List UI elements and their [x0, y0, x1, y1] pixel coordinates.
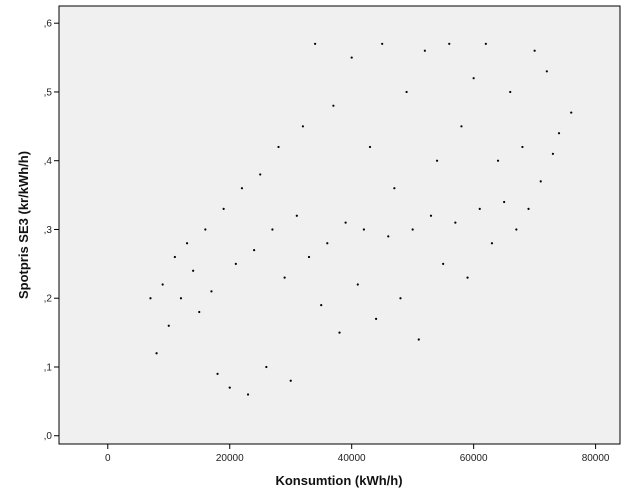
scatter-point: [515, 228, 518, 231]
scatter-point: [192, 269, 195, 272]
scatter-point: [496, 159, 500, 162]
y-axis-ticks: ,0 ,1 ,2 ,3 ,4 ,5 ,6: [44, 19, 59, 442]
scatter-point: [149, 297, 152, 300]
scatter-point: [338, 331, 341, 334]
scatter-point: [466, 276, 469, 279]
y-tick-label: ,1: [44, 362, 53, 373]
scatter-point: [283, 276, 286, 279]
y-tick-label: ,0: [44, 431, 53, 442]
scatter-point: [246, 393, 250, 396]
scatter-point: [381, 42, 384, 45]
scatter-point: [314, 42, 317, 45]
scatter-point: [350, 56, 353, 59]
x-tick-label: 60000: [460, 453, 488, 464]
x-tick-label: 20000: [216, 453, 244, 464]
scatter-point: [521, 145, 524, 149]
scatter-point: [228, 386, 231, 389]
scatter-point: [448, 42, 451, 45]
scatter-point: [472, 77, 475, 80]
scatter-point: [240, 187, 244, 190]
scatter-point: [533, 49, 536, 52]
scatter-point: [539, 180, 542, 183]
x-tick-label: 40000: [338, 453, 366, 464]
scatter-point: [204, 228, 207, 231]
scatter-point: [503, 200, 506, 204]
scatter-point: [222, 207, 225, 210]
scatter-point: [429, 214, 433, 217]
scatter-point: [289, 379, 292, 382]
scatter-point: [393, 187, 396, 190]
scatter-point: [442, 262, 445, 265]
y-tick-label: ,5: [44, 87, 53, 98]
scatter-point: [301, 125, 305, 128]
scatter-point: [557, 132, 561, 135]
scatter-point: [460, 125, 463, 128]
x-axis-ticks: 0 20000 40000 60000 80000: [105, 444, 610, 464]
scatter-point: [411, 228, 414, 231]
y-tick-label: ,2: [44, 294, 53, 305]
scatter-point: [265, 365, 268, 369]
points-layer: [149, 42, 573, 396]
scatter-point: [478, 207, 481, 210]
scatter-point: [155, 352, 158, 355]
scatter-point: [509, 90, 512, 94]
scatter-point: [387, 235, 390, 238]
x-axis-title: Konsumtion (kWh/h): [275, 473, 402, 488]
scatter-point: [326, 242, 329, 245]
scatter-point: [362, 228, 365, 231]
scatter-point: [161, 283, 164, 286]
plot-area: [58, 5, 621, 445]
scatter-point: [253, 249, 256, 252]
x-tick-label: 80000: [582, 453, 610, 464]
scatter-point: [435, 159, 439, 162]
scatter-point: [490, 242, 494, 245]
scatter-point: [570, 111, 573, 114]
scatter-point: [484, 42, 487, 45]
scatter-point: [271, 228, 274, 231]
scatter-point: [417, 338, 420, 341]
scatter-point: [374, 317, 378, 320]
scatter-point: [332, 104, 335, 107]
scatter-point: [277, 145, 280, 149]
scatter-point: [259, 173, 262, 176]
scatter-point: [210, 290, 213, 293]
x-tick-label: 0: [105, 453, 111, 464]
scatter-point: [399, 297, 402, 300]
scatter-point: [423, 49, 426, 52]
scatter-point: [320, 304, 323, 307]
scatter-point: [167, 324, 170, 327]
scatter-point: [185, 242, 189, 245]
scatter-point: [551, 152, 555, 155]
scatter-point: [179, 297, 183, 300]
y-tick-label: ,6: [44, 19, 53, 30]
scatter-point: [198, 310, 201, 314]
y-tick-label: ,4: [44, 156, 53, 167]
scatter-point: [368, 145, 372, 149]
y-tick-label: ,3: [44, 225, 53, 236]
scatter-point: [356, 283, 359, 286]
y-axis-title: Spotpris SE3 (kr/kWh/h): [16, 151, 31, 299]
scatter-point: [344, 221, 347, 224]
scatter-point: [173, 255, 176, 259]
scatter-point: [405, 90, 408, 94]
scatter-point: [527, 207, 530, 210]
scatter-point: [454, 221, 457, 224]
scatter-point: [295, 214, 298, 217]
scatter-point: [234, 262, 237, 265]
scatter-point: [216, 372, 219, 375]
scatter-point: [307, 255, 311, 259]
scatter-point: [545, 70, 548, 73]
